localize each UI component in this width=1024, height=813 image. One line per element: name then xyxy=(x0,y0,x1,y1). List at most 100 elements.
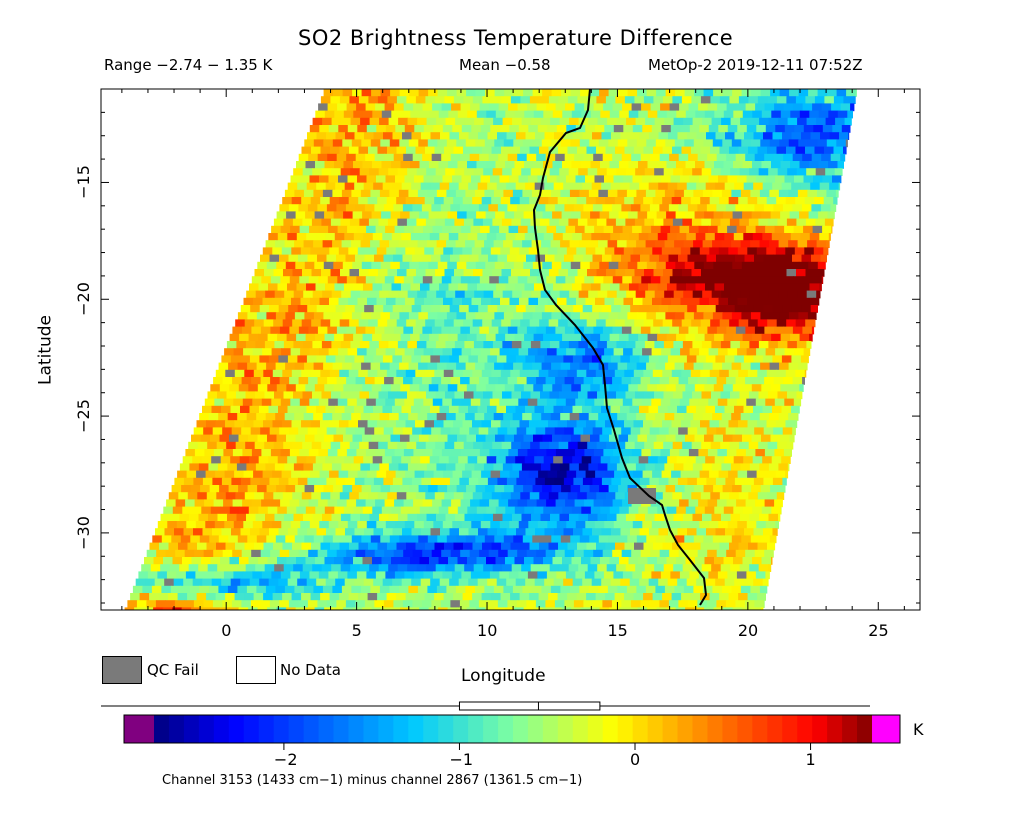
data-cell xyxy=(687,305,698,313)
data-cell xyxy=(780,110,791,119)
data-cell xyxy=(531,189,542,198)
data-cell xyxy=(492,391,503,400)
data-cell xyxy=(721,413,732,421)
data-cell xyxy=(521,341,532,349)
data-cell xyxy=(642,247,653,256)
data-cell xyxy=(492,168,503,176)
data-cell xyxy=(335,132,346,140)
data-cell xyxy=(656,261,667,270)
data-cell xyxy=(303,240,314,248)
data-cell xyxy=(266,485,277,493)
data-cell xyxy=(557,369,568,378)
data-cell xyxy=(384,549,395,558)
data-cell xyxy=(427,362,438,371)
data-cell xyxy=(617,189,628,198)
data-cell xyxy=(294,312,305,320)
data-cell xyxy=(597,564,608,572)
data-cell xyxy=(730,341,741,349)
data-cell xyxy=(707,499,718,508)
data-cell xyxy=(526,600,537,608)
data-cell xyxy=(267,384,278,392)
data-cell xyxy=(745,377,756,385)
data-cell xyxy=(288,254,299,263)
data-cell xyxy=(302,564,313,572)
data-cell xyxy=(718,125,729,133)
colorbar-block xyxy=(498,715,514,743)
data-cell xyxy=(711,564,722,572)
data-cell xyxy=(604,297,615,306)
data-cell xyxy=(259,528,270,536)
data-cell xyxy=(549,341,560,349)
data-cell xyxy=(308,377,319,385)
data-cell xyxy=(422,499,433,508)
data-cell xyxy=(301,146,312,155)
data-cell xyxy=(496,233,507,241)
data-cell xyxy=(728,470,739,479)
data-cell xyxy=(676,456,687,464)
data-cell xyxy=(705,182,716,191)
data-cell xyxy=(214,521,225,529)
data-cell xyxy=(252,398,263,407)
qc-fail-cell xyxy=(642,348,653,356)
data-cell xyxy=(512,117,523,126)
data-cell xyxy=(651,521,662,529)
data-cell xyxy=(423,571,434,580)
data-cell xyxy=(371,384,382,392)
data-cell xyxy=(692,341,703,349)
qc-fail-cell xyxy=(225,369,236,378)
data-cell xyxy=(491,420,502,428)
data-cell xyxy=(818,161,829,169)
data-cell xyxy=(743,355,754,364)
data-cell xyxy=(652,470,663,479)
colorbar-block xyxy=(812,715,828,743)
data-cell xyxy=(660,398,671,407)
data-cell xyxy=(827,89,838,97)
data-cell xyxy=(254,269,265,277)
data-cell xyxy=(556,398,567,407)
data-cell xyxy=(365,499,376,508)
qc-fail-cell xyxy=(436,413,447,421)
data-cell xyxy=(678,377,689,385)
data-cell xyxy=(312,463,323,472)
data-cell xyxy=(592,254,603,263)
data-cell xyxy=(732,434,743,443)
data-cell xyxy=(597,341,608,349)
data-cell xyxy=(426,391,437,400)
data-cell xyxy=(334,110,345,119)
data-cell xyxy=(712,312,723,320)
data-cell xyxy=(360,513,371,522)
data-cell xyxy=(530,168,541,176)
data-cell xyxy=(668,254,679,263)
data-cell xyxy=(735,549,746,558)
data-cell xyxy=(547,247,558,256)
data-cell xyxy=(504,261,515,270)
data-cell xyxy=(601,528,612,536)
data-cell xyxy=(305,557,316,565)
data-cell xyxy=(500,593,511,601)
data-cell xyxy=(320,146,331,155)
data-cell xyxy=(566,125,577,133)
data-cell xyxy=(517,153,528,162)
data-cell xyxy=(648,233,659,241)
data-cell xyxy=(505,456,516,464)
data-cell xyxy=(419,161,430,169)
data-cell xyxy=(787,117,798,126)
data-cell xyxy=(512,290,523,299)
data-cell xyxy=(642,521,653,529)
data-cell xyxy=(449,405,460,414)
data-cell xyxy=(338,125,349,133)
data-cell xyxy=(494,362,505,371)
data-cell xyxy=(550,290,561,299)
qc-fail-cell xyxy=(304,485,315,493)
data-cell xyxy=(516,254,527,263)
data-cell xyxy=(217,513,228,522)
data-cell xyxy=(472,420,483,428)
data-cell xyxy=(761,434,772,443)
data-cell xyxy=(352,89,363,97)
data-cell xyxy=(587,168,598,176)
data-cell xyxy=(559,463,570,472)
data-cell xyxy=(283,218,294,227)
data-cell xyxy=(736,398,747,407)
data-cell xyxy=(296,161,307,169)
data-cell xyxy=(396,96,407,104)
